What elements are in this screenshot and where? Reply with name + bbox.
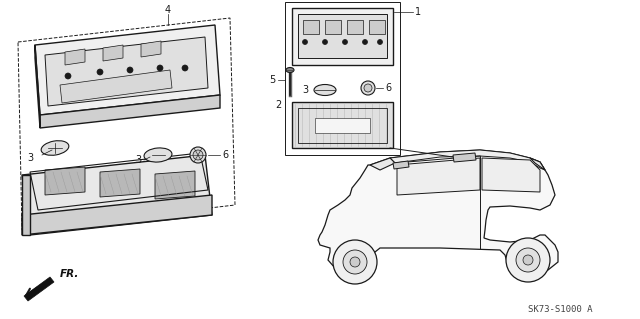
Polygon shape	[292, 8, 393, 65]
Polygon shape	[100, 169, 140, 197]
Text: SK73-S1000 A: SK73-S1000 A	[528, 306, 592, 315]
Circle shape	[516, 248, 540, 272]
Polygon shape	[60, 70, 172, 103]
Polygon shape	[453, 153, 476, 162]
Polygon shape	[35, 45, 40, 128]
Circle shape	[378, 40, 383, 44]
Polygon shape	[303, 20, 319, 34]
Circle shape	[523, 255, 533, 265]
Circle shape	[333, 240, 377, 284]
Circle shape	[127, 67, 133, 73]
Polygon shape	[369, 20, 385, 34]
Polygon shape	[22, 175, 30, 235]
Text: 3: 3	[135, 155, 141, 165]
Polygon shape	[530, 158, 545, 170]
Polygon shape	[141, 41, 161, 57]
Circle shape	[362, 40, 367, 44]
Polygon shape	[292, 102, 393, 148]
Circle shape	[323, 40, 328, 44]
Circle shape	[343, 250, 367, 274]
Circle shape	[303, 40, 307, 44]
Text: 5: 5	[269, 75, 275, 85]
Polygon shape	[22, 155, 212, 235]
Circle shape	[342, 40, 348, 44]
Polygon shape	[318, 150, 558, 274]
Polygon shape	[65, 49, 85, 65]
Ellipse shape	[361, 81, 375, 95]
Text: 6: 6	[385, 83, 391, 93]
Polygon shape	[35, 25, 220, 115]
Polygon shape	[370, 158, 395, 170]
Polygon shape	[397, 158, 480, 195]
Circle shape	[364, 84, 372, 92]
Polygon shape	[24, 277, 54, 301]
Polygon shape	[482, 158, 540, 192]
Polygon shape	[315, 118, 370, 133]
Circle shape	[350, 257, 360, 267]
Text: 3: 3	[27, 153, 33, 163]
Text: 3: 3	[302, 85, 308, 95]
Polygon shape	[45, 167, 85, 195]
Ellipse shape	[314, 85, 336, 95]
Polygon shape	[103, 45, 123, 61]
Polygon shape	[40, 95, 220, 128]
Circle shape	[182, 65, 188, 71]
Polygon shape	[22, 195, 212, 235]
Text: 6: 6	[222, 150, 228, 160]
Polygon shape	[45, 37, 208, 106]
Ellipse shape	[190, 147, 206, 163]
Circle shape	[157, 65, 163, 71]
Ellipse shape	[41, 141, 69, 155]
Circle shape	[97, 69, 103, 75]
Text: 2: 2	[276, 100, 282, 110]
Polygon shape	[298, 14, 387, 58]
Text: 4: 4	[165, 5, 171, 15]
Text: FR.: FR.	[60, 269, 79, 279]
Text: 1: 1	[415, 7, 421, 17]
Circle shape	[506, 238, 550, 282]
Ellipse shape	[144, 148, 172, 162]
Polygon shape	[155, 171, 195, 199]
Polygon shape	[347, 20, 363, 34]
Polygon shape	[390, 150, 545, 170]
Circle shape	[193, 150, 203, 160]
Circle shape	[65, 73, 71, 79]
Polygon shape	[393, 161, 409, 169]
Polygon shape	[325, 20, 341, 34]
Ellipse shape	[286, 68, 294, 72]
